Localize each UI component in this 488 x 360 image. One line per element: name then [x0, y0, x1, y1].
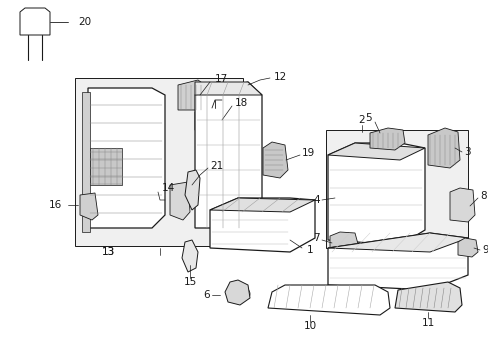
Polygon shape	[327, 233, 467, 290]
Text: 6: 6	[203, 290, 209, 300]
Polygon shape	[327, 143, 424, 160]
Polygon shape	[457, 238, 477, 257]
Polygon shape	[327, 143, 424, 245]
Text: 11: 11	[421, 318, 434, 328]
Polygon shape	[195, 82, 262, 95]
Text: 21: 21	[209, 161, 223, 171]
Text: 16: 16	[49, 200, 62, 210]
Polygon shape	[263, 142, 287, 178]
Polygon shape	[178, 80, 204, 110]
Text: 1: 1	[306, 245, 313, 255]
Polygon shape	[182, 240, 198, 272]
Circle shape	[202, 116, 214, 128]
Polygon shape	[327, 233, 467, 252]
Text: 19: 19	[302, 148, 315, 158]
Polygon shape	[90, 148, 122, 185]
Circle shape	[264, 227, 274, 237]
Polygon shape	[224, 280, 249, 305]
Text: 14: 14	[162, 183, 175, 193]
Polygon shape	[394, 282, 461, 312]
Polygon shape	[184, 170, 200, 210]
Polygon shape	[329, 232, 357, 250]
Text: 10: 10	[303, 321, 316, 331]
Polygon shape	[427, 128, 459, 168]
Text: 2: 2	[358, 115, 365, 125]
Polygon shape	[209, 198, 314, 212]
Polygon shape	[449, 188, 474, 222]
Polygon shape	[209, 198, 314, 252]
Text: 20: 20	[78, 17, 91, 27]
Text: 5: 5	[365, 113, 371, 123]
Text: 12: 12	[273, 72, 286, 82]
Text: 13: 13	[101, 247, 114, 257]
Text: 8: 8	[479, 191, 486, 201]
Polygon shape	[82, 92, 90, 232]
Text: 13: 13	[101, 247, 114, 257]
Text: 7: 7	[313, 233, 319, 243]
Polygon shape	[195, 108, 222, 130]
Polygon shape	[88, 88, 164, 228]
Circle shape	[335, 239, 343, 247]
Polygon shape	[170, 182, 190, 220]
Text: 18: 18	[235, 98, 248, 108]
Text: 9: 9	[481, 245, 488, 255]
Circle shape	[238, 288, 249, 300]
Text: 4: 4	[313, 195, 319, 205]
Circle shape	[460, 244, 468, 252]
Polygon shape	[80, 193, 98, 220]
Polygon shape	[267, 285, 389, 315]
Text: 17: 17	[215, 74, 228, 84]
Circle shape	[228, 290, 239, 300]
Polygon shape	[20, 8, 50, 35]
Polygon shape	[369, 128, 404, 150]
Text: 15: 15	[183, 277, 196, 287]
Bar	[75, 78, 243, 246]
Text: 3: 3	[463, 147, 469, 157]
Bar	[325, 130, 467, 248]
Polygon shape	[195, 82, 262, 228]
